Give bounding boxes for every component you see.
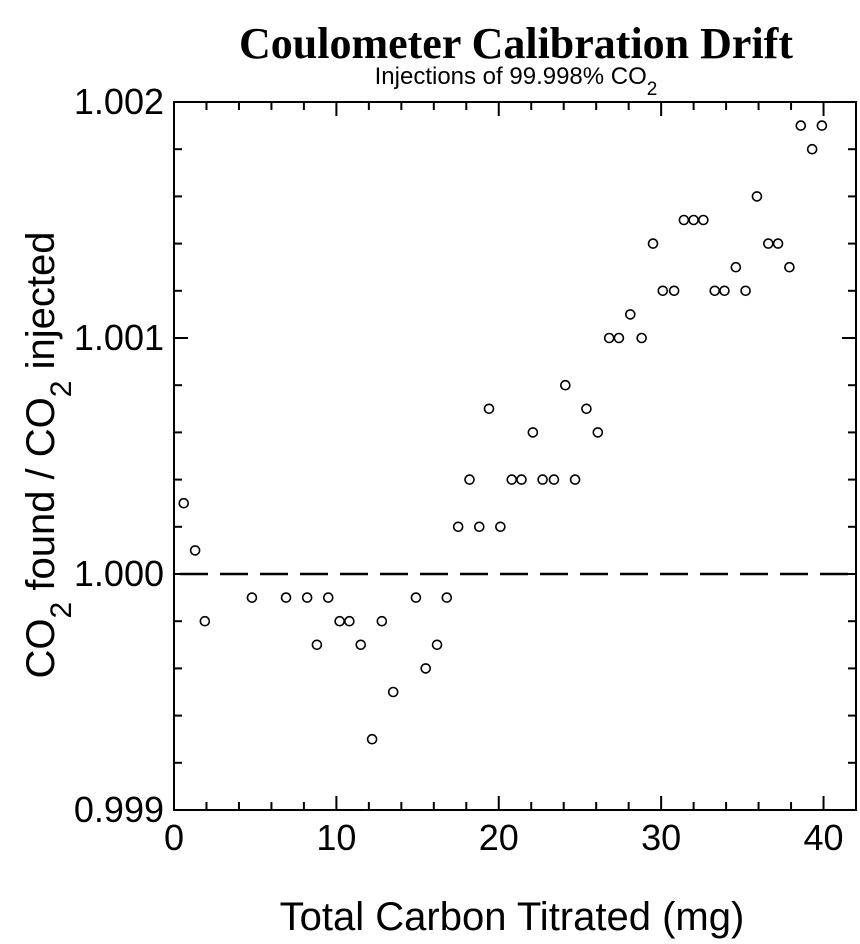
data-point [816,120,828,131]
data-point [795,120,807,131]
data-point [657,285,669,297]
data-point [688,214,699,226]
data-point [355,639,367,651]
data-point [301,592,313,603]
x-tick-label: 30 [641,817,681,858]
chart-title: Coulometer Calibration Drift [239,19,793,68]
data-point [603,332,615,344]
y-axis-label: CO2 found / CO2 injected [19,232,78,679]
data-point [548,474,560,485]
chart-subtitle: Injections of 99.998% CO2 [375,63,658,100]
data-point [366,733,378,745]
data-point [647,238,659,249]
data-point [784,261,795,273]
data-point [740,285,751,297]
data-point [772,238,784,249]
data-point [636,332,647,344]
data-point [592,427,604,438]
data-point [678,214,690,226]
data-point [199,615,211,627]
x-axis-label: Total Carbon Titrated (mg) [280,895,745,939]
data-point [246,592,258,603]
data-point [189,545,201,556]
data-point [730,261,742,273]
data-point [569,474,581,485]
data-point [452,521,464,533]
data-point [376,615,388,627]
data-point [527,427,539,438]
plot-frame [173,101,857,811]
y-tick-label: 1.002 [74,81,164,122]
data-point [322,592,334,603]
data-point [516,474,527,485]
data-point [334,615,345,627]
data-point [387,686,399,698]
data-point [581,403,592,415]
axis-ticks [173,101,857,811]
x-tick-label: 10 [316,817,356,858]
data-point [719,285,730,297]
data-point [344,615,355,627]
data-point [668,285,680,297]
x-tick-label: 40 [804,817,844,858]
data-point [431,639,443,651]
data-point [178,497,190,509]
x-tick-label: 0 [164,817,184,858]
y-tick-label: 0.999 [74,789,164,830]
data-point [751,191,763,202]
data-point [624,309,636,320]
data-point [537,474,548,485]
data-point [280,592,292,603]
y-tick-label: 1.001 [74,317,164,358]
data-points [178,120,828,745]
data-point [613,332,625,344]
x-tick-label: 20 [479,817,519,858]
data-point [495,521,506,533]
data-point [560,379,571,391]
data-point [311,639,323,651]
data-point [709,285,721,297]
data-point [473,521,485,533]
y-tick-label: 1.000 [74,553,164,594]
data-point [698,214,709,226]
data-point [806,143,818,155]
data-point [420,663,431,674]
data-point [464,474,475,485]
data-point [483,403,495,415]
data-point [763,238,774,249]
data-point [441,592,453,603]
tick-labels: 0 10 20 30 40 0.999 1.000 1.001 1.002 [74,81,844,858]
data-point [410,592,422,603]
data-point [506,474,518,485]
